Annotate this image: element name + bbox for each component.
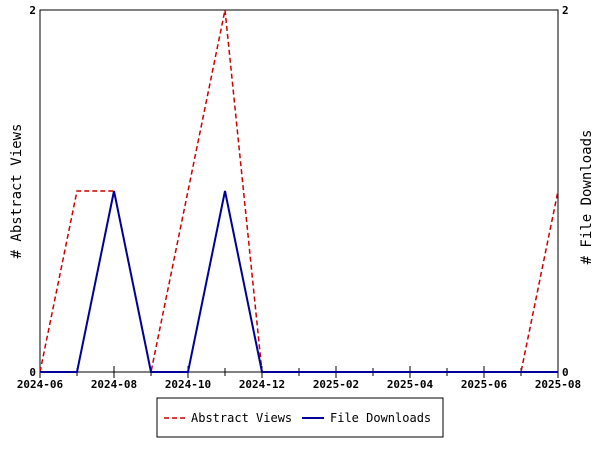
legend-box <box>156 397 444 438</box>
x-tick-label: 2024-10 <box>165 378 211 391</box>
y-left-tick-label: 0 <box>29 366 36 379</box>
x-tick-label: 2024-12 <box>239 378 285 391</box>
y-right-tick-label: 0 <box>562 366 569 379</box>
legend: Abstract Views File Downloads <box>156 397 444 438</box>
x-tick-label: 2025-06 <box>461 378 508 391</box>
legend-label-file-downloads: File Downloads <box>330 411 431 425</box>
x-tick-label: 2024-06 <box>17 378 64 391</box>
x-tick-label: 2024-08 <box>91 378 137 391</box>
y-axis-right-label: # File Downloads <box>579 130 595 265</box>
y-right-tick-label: 2 <box>562 4 569 17</box>
x-tick-label: 2025-08 <box>535 378 581 391</box>
plot-area <box>39 9 559 373</box>
y-left-tick-label: 2 <box>29 4 36 17</box>
x-tick-label: 2025-04 <box>387 378 434 391</box>
series-line-file-downloads <box>40 190 558 373</box>
series-layer <box>39 9 559 373</box>
legend-label-abstract-views: Abstract Views <box>191 411 292 425</box>
x-tick-label: 2025-02 <box>313 378 359 391</box>
y-axis-left-label: # Abstract Views <box>9 124 25 259</box>
